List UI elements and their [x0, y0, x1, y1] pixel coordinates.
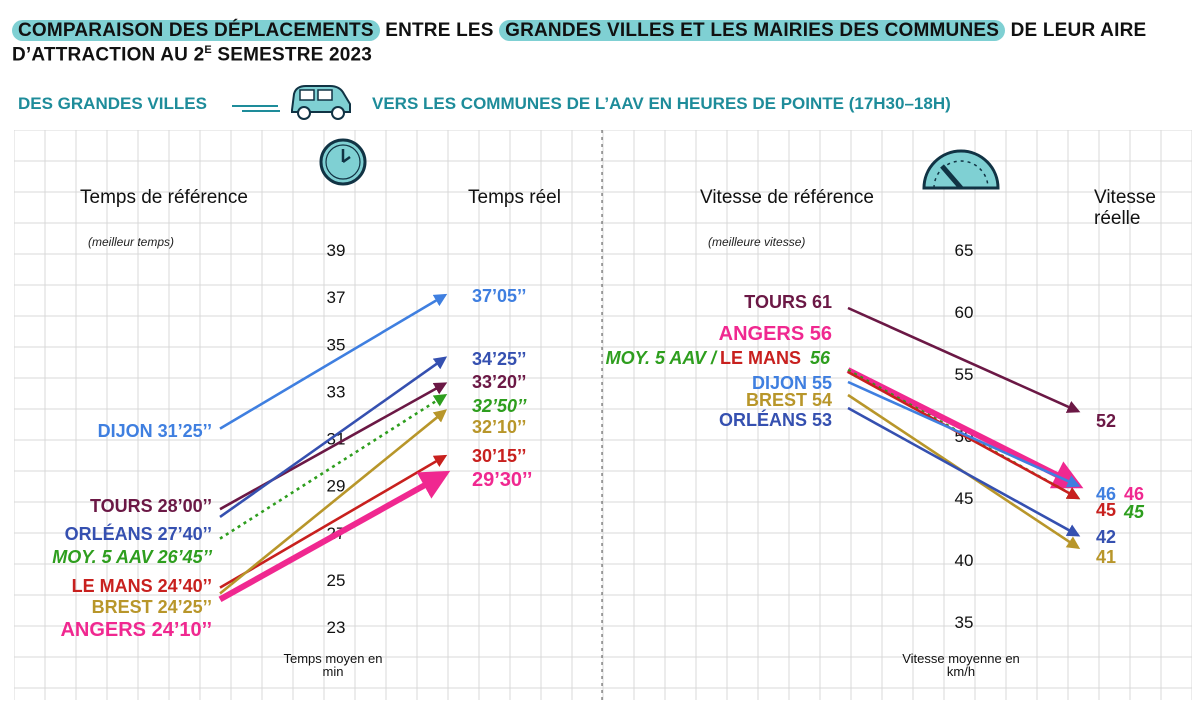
speed-label-shared-value: 56: [810, 348, 831, 368]
time-arrow-dijon: [219, 293, 448, 430]
time-tick-4: 31: [327, 430, 346, 449]
title-part-2: ENTRE LES: [379, 20, 500, 41]
right-header-time: Temps réel: [468, 187, 561, 208]
time-tick-1: 37: [327, 288, 346, 307]
time-label-right-orl-ans: 34’25’’: [472, 349, 526, 369]
time-tick-2: 35: [327, 335, 346, 354]
speed-arrow-dijon: [847, 380, 1081, 488]
time-label-right-brest: 32’10’’: [472, 417, 526, 437]
speed-arrow-orl-ans: [847, 406, 1081, 537]
car-icon: [232, 85, 351, 120]
speed-label-left-dijon: DIJON 55: [752, 373, 832, 393]
time-label-left-dijon: DIJON 31’25’’: [98, 421, 212, 441]
time-tick-5: 29: [327, 477, 346, 496]
speed-label-right-brest: 41: [1096, 547, 1116, 567]
time-label-right-dijon: 37’05’’: [472, 286, 526, 306]
speed-label-right-moy-5-aav: 45: [1123, 502, 1145, 522]
speed-label-left-orl-ans: ORLÉANS 53: [719, 409, 832, 430]
time-label-left-orl-ans: ORLÉANS 27’40’’: [65, 523, 212, 544]
left-note-speed: (meilleure vitesse): [708, 235, 806, 249]
time-arrow-orl-ans: [219, 356, 448, 519]
time-arrow-brest: [219, 409, 448, 595]
subtitle-left: DES GRANDES VILLES: [18, 94, 207, 113]
title-part-4: DE LEUR AIRE: [1005, 20, 1147, 41]
title-line2-text: D’ATTRACTION AU 2: [12, 44, 205, 66]
left-header-speed: Vitesse de référence: [700, 187, 874, 208]
left-note-time: (meilleur temps): [88, 235, 175, 249]
time-tick-7: 25: [327, 571, 346, 590]
right-header-speed: Vitesse réelle: [1094, 187, 1156, 229]
time-arrow-angers: [218, 470, 451, 603]
time-tick-0: 39: [327, 241, 346, 260]
speed-label-right-dijon: 46: [1096, 484, 1116, 504]
speed-tick-6: 35: [955, 613, 974, 632]
speed-arrow-angers: [846, 367, 1084, 489]
time-label-left-le-mans: LE MANS 24’40’’: [72, 576, 212, 596]
speed-arrow-tours: [847, 306, 1081, 413]
speed-label-left-tours: TOURS 61: [744, 292, 832, 312]
speed-label-left-moy-5-aav: MOY. 5 AAV /: [606, 348, 718, 368]
title-line2-sup: E: [204, 44, 212, 56]
axis-label-speed: Vitesse moyenne en km/h: [902, 651, 1020, 679]
speed-label-right-orl-ans: 42: [1096, 527, 1116, 547]
speed-tick-0: 65: [955, 241, 974, 260]
time-label-right-le-mans: 30’15’’: [472, 446, 526, 466]
time-tick-8: 23: [327, 618, 346, 637]
title-line-2: D’ATTRACTION AU 2E SEMESTRE 2023: [12, 44, 372, 66]
speed-label-left-le-mans: LE MANS: [720, 348, 801, 368]
grid-background: [14, 130, 1192, 700]
speed-label-right-le-mans: 45: [1096, 500, 1116, 520]
speed-label-left-brest: BREST 54: [746, 390, 832, 410]
time-label-right-moy-5-aav: 32’50’’: [472, 396, 527, 416]
title-part-3: GRANDES VILLES ET LES MAIRIES DES COMMUN…: [499, 20, 1006, 41]
time-arrow-tours: [219, 382, 448, 511]
speed-label-right-angers: 46: [1124, 484, 1144, 504]
time-label-left-angers: ANGERS 24’10’’: [60, 619, 212, 641]
subtitle-row: DES GRANDES VILLES: [18, 94, 207, 114]
speed-tick-5: 40: [955, 551, 974, 570]
time-label-right-tours: 33’20’’: [472, 372, 526, 392]
time-arrow-moy-5-aav: [219, 393, 448, 540]
speed-label-right-tours: 52: [1096, 411, 1116, 431]
subtitle-right-row: VERS LES COMMUNES DE L’AAV EN HEURES DE …: [372, 94, 951, 114]
left-header-time: Temps de référence: [80, 187, 248, 208]
speed-label-left-angers: ANGERS 56: [719, 323, 832, 345]
time-tick-3: 33: [327, 382, 346, 401]
speed-tick-2: 55: [955, 365, 974, 384]
title-line-1: COMPARAISON DES DÉPLACEMENTS ENTRE LES G…: [12, 20, 1146, 42]
time-arrow-le-mans: [219, 454, 448, 589]
time-label-left-moy-5-aav: MOY. 5 AAV 26’45’’: [52, 547, 213, 567]
time-label-right-angers: 29’30’’: [472, 469, 532, 491]
speed-tick-1: 60: [955, 303, 974, 322]
axis-label-time: Temps moyen en min: [283, 651, 383, 679]
subtitle-right: VERS LES COMMUNES DE L’AAV EN HEURES DE …: [372, 94, 951, 113]
title-line2-end: SEMESTRE 2023: [211, 44, 373, 66]
time-label-left-tours: TOURS 28’00’’: [90, 496, 212, 516]
speedometer-icon: [922, 149, 1000, 190]
clock-icon: [319, 138, 367, 186]
time-label-left-brest: BREST 24’25’’: [92, 597, 212, 617]
title-part-1: COMPARAISON DES DÉPLACEMENTS: [12, 20, 380, 41]
speed-tick-4: 45: [955, 489, 974, 508]
